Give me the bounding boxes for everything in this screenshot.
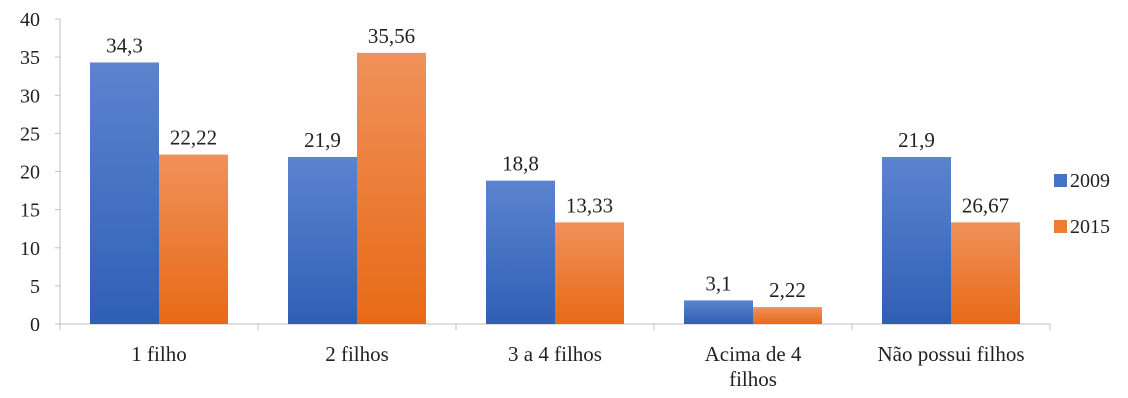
- x-tick-label: 3 a 4 filhos: [508, 342, 602, 366]
- data-label: 13,33: [566, 193, 613, 217]
- x-tick-label: 1 filho: [131, 342, 186, 366]
- bar-2015-1: [357, 52, 426, 324]
- data-label: 21,9: [898, 128, 935, 152]
- data-label: 22,22: [170, 126, 217, 150]
- y-tick-label: 25: [20, 123, 40, 145]
- legend: 2009 2015: [1054, 170, 1110, 238]
- data-label: 26,67: [962, 193, 1009, 217]
- bar-2015-4: [951, 222, 1020, 324]
- y-tick-label: 30: [20, 85, 40, 107]
- data-labels: 34,3 21,9 18,8 3,1 21,9 22,22 35,56 13,33 2,22 26…: [106, 24, 1009, 302]
- legend-swatch-2015: [1054, 220, 1067, 233]
- legend-swatch-2009: [1054, 174, 1067, 187]
- y-tick-label: 15: [20, 200, 40, 222]
- legend-label: 2015: [1070, 216, 1110, 238]
- data-label: 34,3: [106, 33, 143, 57]
- data-label: 3,1: [705, 271, 731, 295]
- y-tick-label: 20: [20, 162, 40, 184]
- legend-label: 2009: [1070, 170, 1110, 192]
- data-label: 18,8: [502, 152, 539, 176]
- data-label: 35,56: [368, 24, 415, 48]
- y-tick-label: 0: [30, 314, 40, 336]
- data-label: 2,22: [769, 278, 806, 302]
- bar-2009-2: [486, 180, 555, 324]
- x-tick-label: 2 filhos: [325, 342, 389, 366]
- x-tick-label: filhos: [729, 367, 777, 391]
- y-axis: 0 5 10 15 20 25 30 35 40: [20, 9, 61, 336]
- data-label: 21,9: [304, 128, 341, 152]
- bar-2009-0: [90, 62, 159, 325]
- y-tick-label: 10: [20, 238, 40, 260]
- bar-2009-4: [882, 157, 951, 324]
- bar-2015-3: [753, 307, 822, 324]
- x-tick-label: Não possui filhos: [878, 342, 1025, 366]
- y-tick-label: 35: [20, 47, 40, 69]
- y-tick-label: 5: [30, 276, 40, 298]
- bar-2015-2: [555, 222, 624, 324]
- y-tick-label: 40: [20, 9, 40, 31]
- bars: [90, 52, 1020, 325]
- bar-2015-0: [159, 154, 228, 324]
- bar-2009-3: [684, 300, 753, 324]
- x-axis: 1 filho 2 filhos 3 a 4 filhos Acima de 4fil…: [59, 323, 1051, 391]
- bar-2009-1: [288, 157, 357, 324]
- x-tick-label: Acima de 4: [705, 342, 802, 366]
